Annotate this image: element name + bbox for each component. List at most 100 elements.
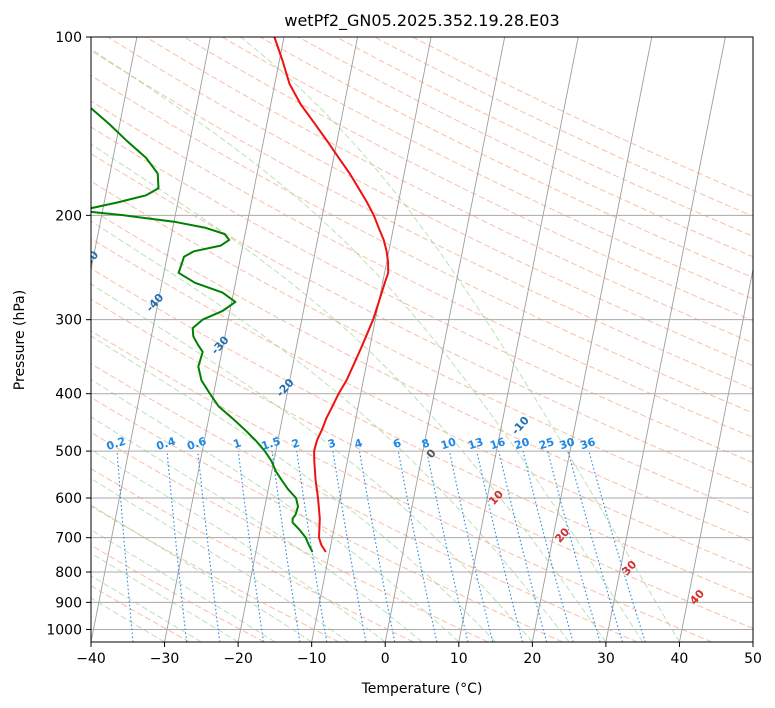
axes-layer: −40 −30 −20 −10 0 10 20 30 40 50 100 200 300 400 500 60… <box>46 30 762 667</box>
mixing-ratio-label: 0.2 <box>105 435 128 453</box>
mixing-ratio-label: 20 <box>513 435 532 452</box>
y-tick-label: 700 <box>55 531 82 547</box>
dry-adiabat-line <box>91 180 753 516</box>
mixing-ratio-line <box>448 450 494 642</box>
mixing-ratio-label: 36 <box>579 435 598 452</box>
mixing-ratio-line <box>166 451 188 642</box>
moist-adiabat-line <box>91 597 165 642</box>
moist-adiabat-line <box>91 378 460 642</box>
moist-adiabat-line <box>91 416 423 642</box>
y-tick-label: 300 <box>55 313 82 329</box>
dry-adiabat-line <box>91 505 340 642</box>
y-tick-label: 600 <box>55 491 82 507</box>
dry-adiabat-line <box>91 396 563 642</box>
dry-adiabat-line <box>91 153 753 489</box>
mixing-ratio-line <box>567 450 624 642</box>
isotherm-line <box>679 267 753 642</box>
isotherm-line <box>458 37 579 642</box>
mixing-ratio-line <box>296 451 328 642</box>
mixing-ratio-label: 13 <box>466 435 485 452</box>
isotherm-line <box>605 37 726 642</box>
mixing-ratio-label: 16 <box>488 435 507 452</box>
mixing-ratio-label: 3 <box>326 436 337 451</box>
x-tick-label: −10 <box>297 651 327 667</box>
isotherm-line <box>311 37 432 642</box>
mixing-ratio-label: 1.5 <box>260 435 283 453</box>
dry-adiabat-line <box>107 37 753 367</box>
dry-adiabat-line <box>91 49 753 390</box>
moist-adiabat-line <box>91 283 533 642</box>
dry-adiabat-line <box>91 208 753 543</box>
dry-adiabat-line <box>91 100 753 438</box>
mixing-ratio-line <box>271 451 301 642</box>
y-axis-label: Pressure (hPa) <box>12 290 28 390</box>
mixing-ratio-line <box>426 450 469 642</box>
mixing-ratio-line <box>358 451 396 642</box>
temperature-trace <box>273 37 390 553</box>
x-tick-label: −30 <box>150 651 180 667</box>
mixing-ratio-line <box>476 450 524 642</box>
isotherm-line <box>237 37 359 642</box>
mixing-ratio-line <box>547 450 601 642</box>
isotherm-line <box>752 639 753 642</box>
x-tick-label: −40 <box>76 651 106 667</box>
x-axis-label: Temperature (°C) <box>361 681 483 697</box>
y-tick-label: 100 <box>55 30 82 46</box>
isotherm-line <box>384 37 506 642</box>
mixing-ratio-line <box>498 450 548 642</box>
x-tick-label: −20 <box>223 651 253 667</box>
x-tick-label: 0 <box>381 651 390 667</box>
mixing-ratio-label: 1 <box>232 436 243 451</box>
dry-adiabat-line <box>91 468 414 642</box>
mixing-ratio-line <box>397 451 438 642</box>
moist-adiabat-line <box>91 478 349 642</box>
y-tick-label: 1000 <box>46 622 82 638</box>
isotherm-line <box>531 37 653 642</box>
mixing-ratio-label: 0.6 <box>185 434 208 452</box>
mixing-ratio-line <box>197 451 221 642</box>
dry-adiabat-line <box>91 74 753 414</box>
x-tick-label: 20 <box>523 651 541 667</box>
isotherm-line <box>91 37 138 272</box>
plot-background <box>91 37 753 642</box>
dry-adiabat-line <box>183 37 753 322</box>
series-layer <box>91 37 390 553</box>
isotherm-label: -60 <box>13 206 36 230</box>
isotherm-line <box>91 37 211 642</box>
y-tick-label: 900 <box>55 595 82 611</box>
dewpoint-trace <box>91 106 314 553</box>
isotherm-line <box>0 37 63 642</box>
moist-adiabat-line <box>91 220 570 642</box>
mixing-ratio-line <box>116 451 134 642</box>
mixing-ratio-line <box>237 451 265 642</box>
plot-frame <box>90 36 754 643</box>
y-tick-label: 800 <box>55 565 82 581</box>
dry-adiabat-line <box>91 298 753 629</box>
x-tick-label: 50 <box>744 651 762 667</box>
mixing-ratio-line <box>522 450 574 642</box>
chart-title: wetPf2_GN05.2025.352.19.28.E03 <box>284 11 559 31</box>
moist-adiabat-line <box>91 143 607 642</box>
mixing-ratio-label: 2 <box>290 436 301 451</box>
dry-adiabat-line <box>91 585 190 642</box>
moist-adiabat-line <box>91 335 496 642</box>
mixing-ratio-label: 10 <box>439 435 458 452</box>
dry-adiabat-line <box>91 363 638 642</box>
mixing-ratio-label: 25 <box>537 435 556 452</box>
dry-adiabat-line <box>91 330 712 642</box>
mixing-ratio-label: 30 <box>558 435 577 452</box>
mixing-ratio-label: 0.4 <box>155 434 178 452</box>
x-tick-label: 30 <box>597 651 615 667</box>
y-tick-label: 200 <box>55 208 82 224</box>
moist-adiabat-line <box>240 37 680 642</box>
dry-adiabat-line <box>91 267 753 600</box>
moist-adiabat-line <box>91 575 202 642</box>
mixing-ratio-label: 4 <box>353 436 365 451</box>
isotherm-label: -50 <box>78 248 101 272</box>
moist-adiabat-line <box>91 552 239 642</box>
x-tick-label: 40 <box>671 651 689 667</box>
y-tick-label: 500 <box>55 444 82 460</box>
y-tick-label: 400 <box>55 387 82 403</box>
isotherm-line <box>164 37 285 642</box>
